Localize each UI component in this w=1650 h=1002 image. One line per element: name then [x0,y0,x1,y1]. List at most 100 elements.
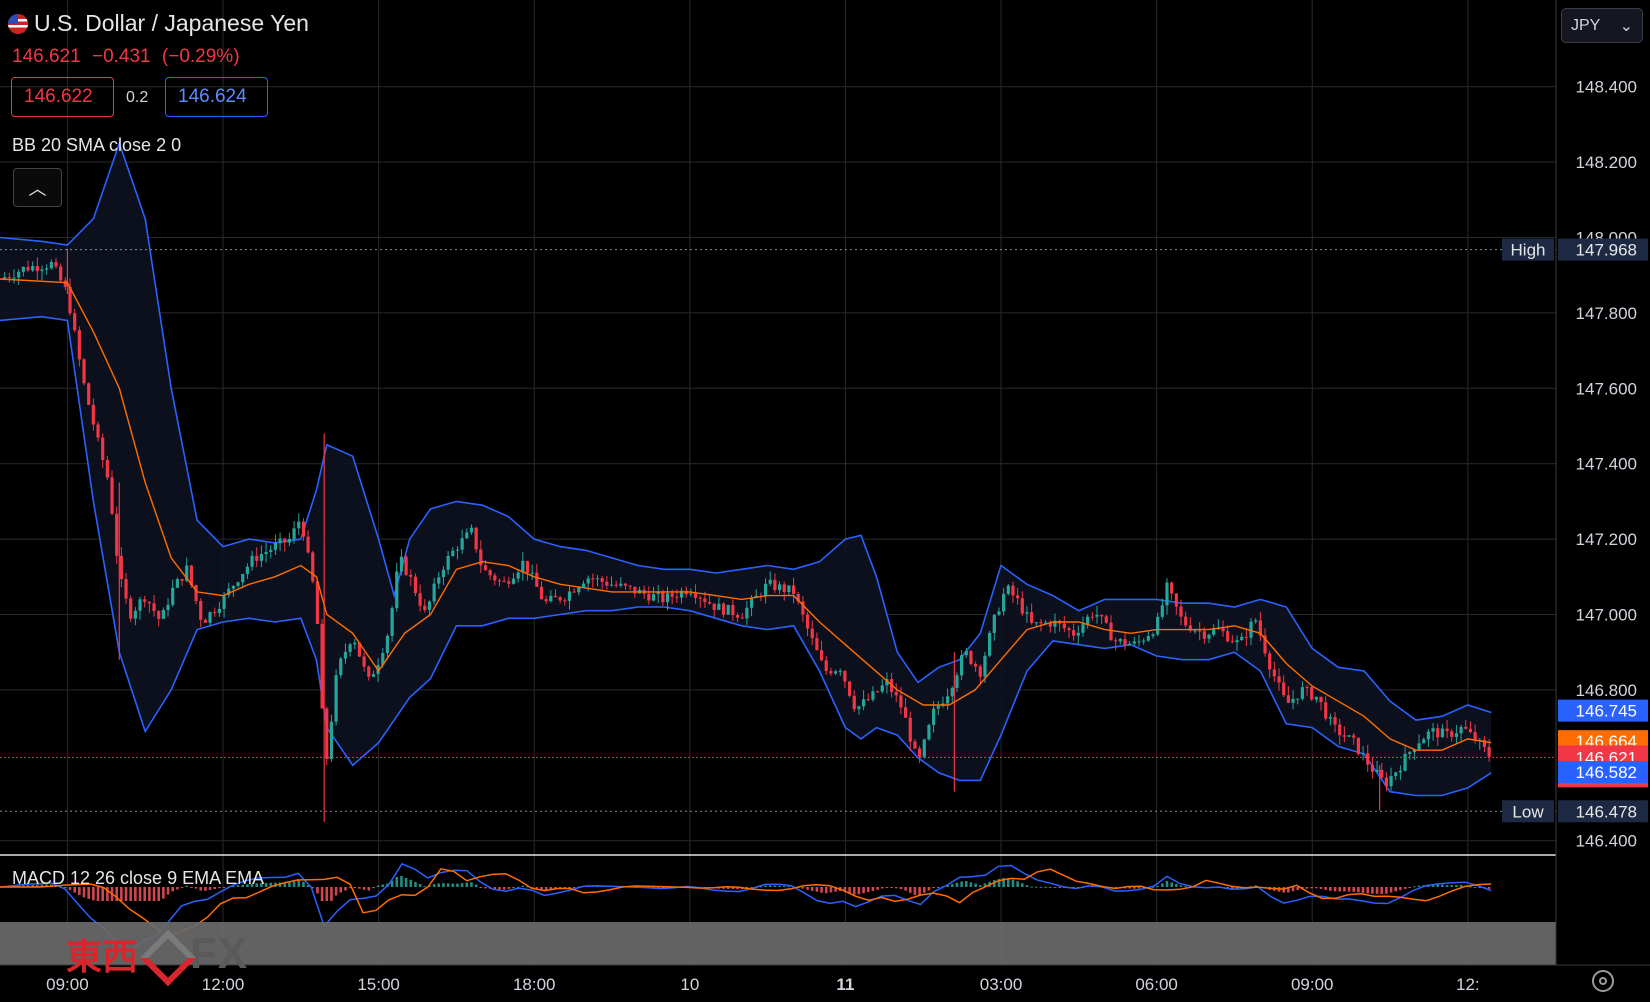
candle-body [152,603,156,612]
candle-body [1016,595,1020,599]
macd-histogram-bar [1053,887,1057,888]
candle-body [619,583,623,586]
macd-histogram-bar [997,878,1001,887]
macd-histogram-bar [983,883,987,887]
candle-body [31,266,35,271]
settings-gear-icon[interactable] [1592,970,1614,992]
candle-body [1398,770,1402,773]
candle-body [185,565,189,581]
candle-body [917,748,922,757]
candle-body [1025,612,1029,614]
macd-histogram-bar [73,887,76,893]
macd-histogram-bar [1473,886,1477,888]
macd-histogram-bar [1389,887,1393,893]
macd-histogram-bar [1226,887,1229,889]
candle-body [875,691,880,693]
candle-body [885,679,889,686]
candle-body [829,671,833,674]
candle-body [245,566,250,574]
symbol-header[interactable]: U.S. Dollar / Japanese Yen [8,10,309,37]
macd-histogram-bar [726,887,730,889]
candle-body [1100,614,1104,617]
macd-histogram-bar [974,883,977,887]
candle-body [544,599,548,602]
macd-histogram-bar [885,887,889,888]
macd-histogram-bar [381,884,385,887]
price-axis[interactable]: 148.400148.200148.000147.800147.600147.4… [1555,0,1650,1002]
macd-histogram-bar [367,887,371,891]
candle-body [1039,622,1043,624]
candle-body [17,271,21,278]
macd-histogram-bar [358,887,361,889]
macd-histogram-bar [1184,886,1187,888]
macd-histogram-bar [810,887,814,891]
candle-body [1342,735,1346,737]
sell-button[interactable]: 146.622 [11,77,114,117]
candle-body [297,521,301,529]
candle-body [1431,728,1435,732]
candle-body [539,586,544,600]
macd-histogram-bar [1179,885,1183,887]
time-tick-label: 10 [680,975,699,994]
candle-body [693,593,698,598]
candle-body [1263,635,1267,654]
macd-histogram-bar [1165,880,1169,887]
candle-body [1464,726,1468,729]
currency-select[interactable]: JPY ⌄ [1561,8,1643,43]
candle-body [147,601,151,604]
candle-body [1352,735,1356,738]
candle-body [651,594,656,601]
candle-body [656,592,660,595]
macd-indicator-label[interactable]: MACD 12 26 close 9 EMA EMA [12,868,265,888]
macd-histogram-bar [950,883,954,887]
candle-body [516,572,520,579]
candle-body [269,549,273,552]
macd-histogram-bar [1175,883,1178,887]
price-change: 146.621 −0.431 (−0.29%) [12,46,246,68]
candle-body [1324,702,1328,719]
macd-histogram-bar [852,887,856,895]
candle-body [1151,634,1155,637]
time-tick-label: 03:00 [980,975,1023,994]
candle-body [1072,630,1076,636]
candle-body [1114,640,1118,642]
macd-histogram-bar [456,883,459,887]
candle-body [143,599,147,602]
macd-histogram-bar [922,887,926,893]
macd-histogram-bar [1445,885,1449,887]
candle-body [988,632,992,656]
candle-body [978,666,982,677]
macd-histogram-bar [26,885,30,887]
bollinger-indicator-label[interactable]: BB 20 SMA close 2 0 [12,135,182,155]
macd-histogram-bar [432,884,436,887]
candle-body [138,599,142,611]
candle-body [222,595,226,609]
macd-histogram-bar [1254,885,1257,887]
time-axis[interactable]: 09:00 12:00 15:00 18:00 10 11 03:00 06:00 09:00 1… [0,964,1650,1002]
candle-body [535,572,539,587]
macd-histogram-bar [115,887,118,901]
macd-histogram-bar [395,876,399,887]
buy-button[interactable]: 146.624 [165,77,268,117]
candle-body [1076,632,1080,636]
candle-body [572,591,576,593]
candle-body [502,580,506,582]
candle-body [1011,585,1015,596]
macd-histogram-bar [288,882,291,887]
candle-body [530,572,534,574]
macd-histogram-bar [544,887,548,891]
candle-body [409,574,413,577]
macd-histogram-bar [736,887,739,890]
macd-histogram-bar [1058,887,1061,888]
candle-body [469,527,474,533]
macd-histogram-bar [162,887,165,899]
macd-histogram-bar [171,887,175,892]
macd-overlay [0,922,1556,965]
macd-histogram-bar [1324,887,1328,890]
collapse-button[interactable]: ︿ [13,168,62,207]
macd-histogram-bar [1287,887,1290,893]
candle-body [1128,643,1132,646]
candle-body [796,593,800,602]
candle-body [1249,621,1253,638]
